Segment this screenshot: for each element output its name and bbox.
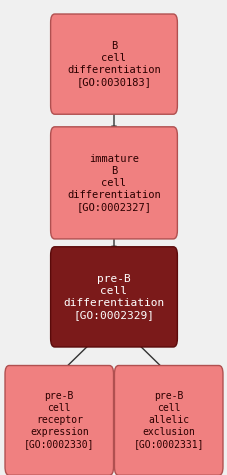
Text: B
cell
differentiation
[GO:0030183]: B cell differentiation [GO:0030183] <box>67 41 160 87</box>
Text: immature
B
cell
differentiation
[GO:0002327]: immature B cell differentiation [GO:0002… <box>67 154 160 212</box>
Text: pre-B
cell
allelic
exclusion
[GO:0002331]: pre-B cell allelic exclusion [GO:0002331… <box>133 391 203 449</box>
FancyBboxPatch shape <box>5 366 113 475</box>
FancyBboxPatch shape <box>50 127 177 239</box>
FancyBboxPatch shape <box>114 366 222 475</box>
Text: pre-B
cell
differentiation
[GO:0002329]: pre-B cell differentiation [GO:0002329] <box>63 274 164 320</box>
FancyBboxPatch shape <box>50 247 177 347</box>
FancyBboxPatch shape <box>50 14 177 114</box>
Text: pre-B
cell
receptor
expression
[GO:0002330]: pre-B cell receptor expression [GO:00023… <box>24 391 94 449</box>
